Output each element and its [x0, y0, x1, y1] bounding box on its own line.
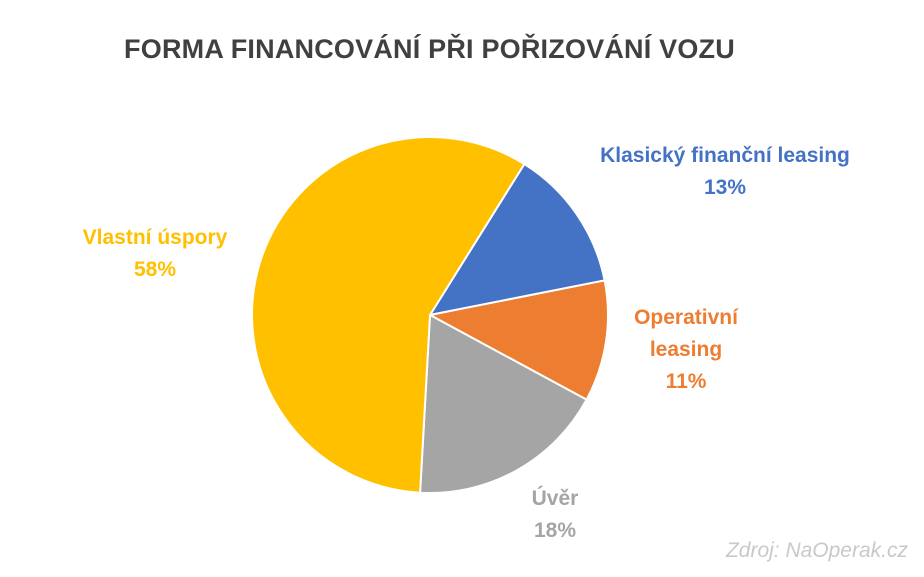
chart-title: FORMA FINANCOVÁNÍ PŘI POŘIZOVÁNÍ VOZU [124, 34, 735, 64]
pie-slice-operativni-leasing [427, 279, 609, 402]
pie-slice-vlastni-uspory [251, 136, 526, 494]
data-label-name: Operativní [634, 306, 738, 329]
data-label-percent: 18% [533, 519, 577, 542]
pie-slice-uver [419, 313, 588, 494]
data-label-name: Vlastní úspory [82, 226, 228, 249]
data-label-name: leasing [649, 338, 723, 361]
data-label-percent: 11% [665, 370, 707, 393]
data-label-uver: Úvěr 18% [480, 483, 630, 547]
data-label-name: Úvěr [531, 487, 579, 510]
data-label-vlastni-uspory: Vlastní úspory 58% [40, 222, 270, 286]
data-label-percent: 58% [133, 258, 177, 281]
data-label-klasicky-financni-leasing: Klasický finanční leasing 13% [560, 140, 890, 204]
data-label-name: Klasický finanční leasing [600, 144, 850, 167]
pie-slice-klasicky-financni-leasing [427, 162, 606, 317]
source-note: Zdroj: NaOperak.cz [725, 539, 908, 562]
data-label-percent: 13% [703, 176, 747, 199]
data-label-operativni-leasing: Operativní leasing 11% [596, 302, 776, 398]
